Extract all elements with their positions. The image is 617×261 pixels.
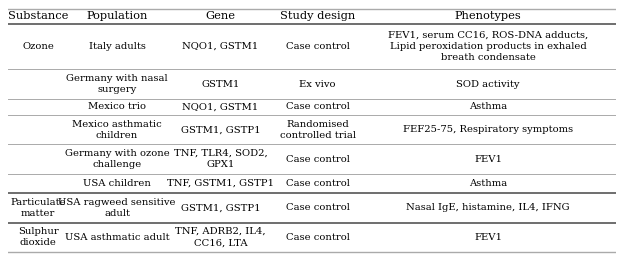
Text: GSTM1, GSTP1: GSTM1, GSTP1 (181, 125, 260, 134)
Text: Case control: Case control (286, 155, 350, 163)
Text: GSTM1, GSTP1: GSTM1, GSTP1 (181, 203, 260, 212)
Text: Asthma: Asthma (469, 179, 507, 188)
Text: TNF, GSTM1, GSTP1: TNF, GSTM1, GSTP1 (167, 179, 274, 188)
Text: FEV1: FEV1 (474, 233, 502, 242)
Text: USA children: USA children (83, 179, 151, 188)
Text: FEV1: FEV1 (474, 155, 502, 163)
Text: Sulphur
dioxide: Sulphur dioxide (18, 227, 59, 247)
Text: Gene: Gene (205, 11, 236, 21)
Text: Case control: Case control (286, 233, 350, 242)
Text: TNF, TLR4, SOD2,
GPX1: TNF, TLR4, SOD2, GPX1 (173, 149, 267, 169)
Text: Germany with nasal
surgery: Germany with nasal surgery (66, 74, 168, 94)
Text: Case control: Case control (286, 179, 350, 188)
Text: USA asthmatic adult: USA asthmatic adult (65, 233, 170, 242)
Text: Randomised
controlled trial: Randomised controlled trial (280, 120, 356, 140)
Text: Phenotypes: Phenotypes (455, 11, 521, 21)
Text: Case control: Case control (286, 102, 350, 111)
Text: Study design: Study design (280, 11, 355, 21)
Text: FEV1, serum CC16, ROS-DNA adducts,
Lipid peroxidation products in exhaled
breath: FEV1, serum CC16, ROS-DNA adducts, Lipid… (388, 31, 588, 62)
Text: NQO1, GSTM1: NQO1, GSTM1 (182, 42, 259, 51)
Text: Germany with ozone
challenge: Germany with ozone challenge (65, 149, 170, 169)
Text: Mexico trio: Mexico trio (88, 102, 146, 111)
Text: Ozone: Ozone (22, 42, 54, 51)
Text: Case control: Case control (286, 42, 350, 51)
Text: Case control: Case control (286, 203, 350, 212)
Text: Nasal IgE, histamine, IL4, IFNG: Nasal IgE, histamine, IL4, IFNG (406, 203, 569, 212)
Text: Italy adults: Italy adults (89, 42, 146, 51)
Text: Asthma: Asthma (469, 102, 507, 111)
Text: Particulate
matter: Particulate matter (10, 198, 66, 218)
Text: Mexico asthmatic
children: Mexico asthmatic children (72, 120, 162, 140)
Text: SOD activity: SOD activity (456, 80, 520, 88)
Text: GSTM1: GSTM1 (201, 80, 239, 88)
Text: Substance: Substance (8, 11, 68, 21)
Text: NQO1, GSTM1: NQO1, GSTM1 (182, 102, 259, 111)
Text: USA ragweed sensitive
adult: USA ragweed sensitive adult (59, 198, 176, 218)
Text: Ex vivo: Ex vivo (299, 80, 336, 88)
Text: Population: Population (86, 11, 148, 21)
Text: TNF, ADRB2, IL4,
CC16, LTA: TNF, ADRB2, IL4, CC16, LTA (175, 227, 266, 247)
Text: FEF25-75, Respiratory symptoms: FEF25-75, Respiratory symptoms (403, 125, 573, 134)
